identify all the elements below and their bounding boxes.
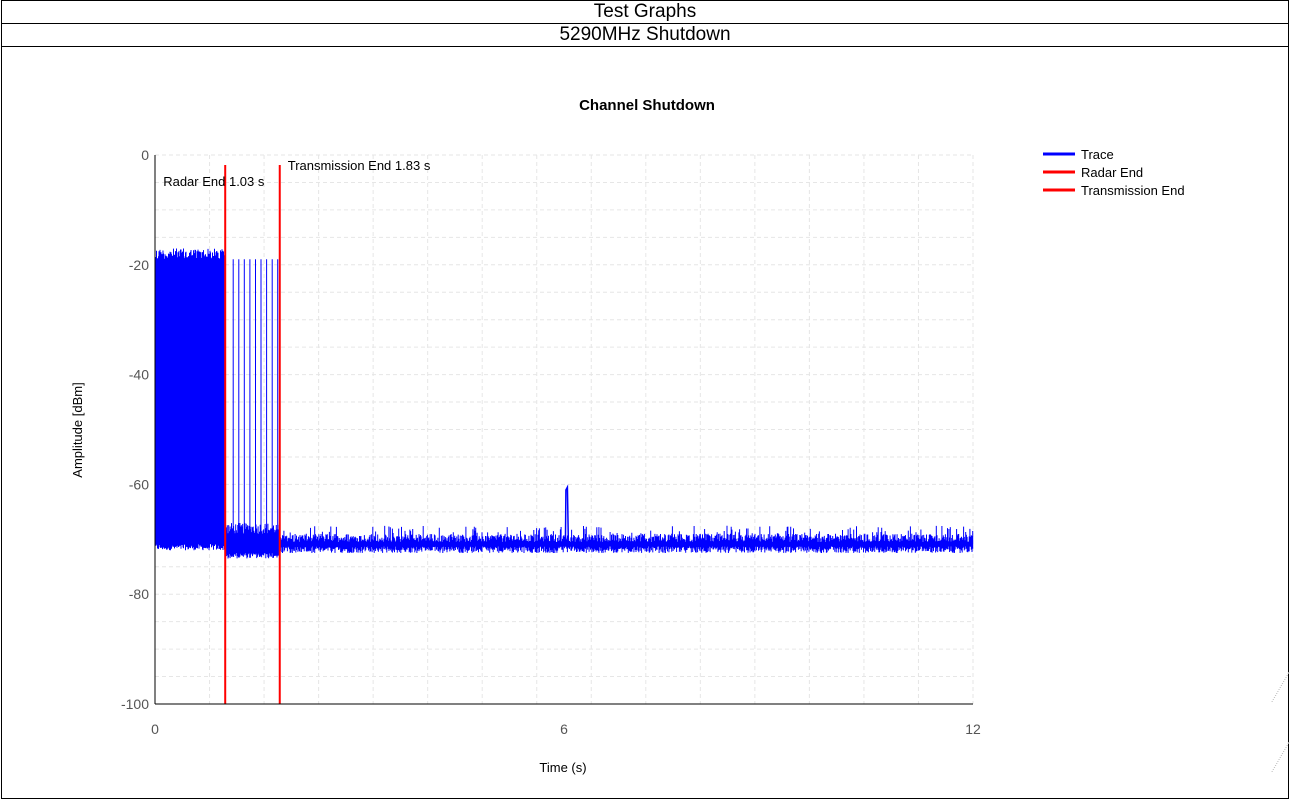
y-tick-label: -40 [129,367,149,383]
chart-legend: Trace Radar End Transmission End [1043,147,1185,198]
annotation-transmission-end: Transmission End 1.83 s [288,158,431,173]
x-tick-label: 0 [151,721,159,737]
y-tick-label: 0 [141,147,149,163]
y-tick-label: -20 [129,257,149,273]
x-axis-label: Time (s) [539,760,586,775]
marker-lines [224,165,281,704]
y-tick-label: -80 [129,586,149,602]
x-tick-label: 12 [965,721,981,737]
plot-grid [154,154,974,705]
legend-label: Trace [1081,147,1114,162]
y-axis-label: Amplitude [dBm] [70,382,85,477]
y-tick-label: -60 [129,476,149,492]
legend-label: Radar End [1081,165,1143,180]
x-tick-label: 6 [560,721,568,737]
trace-spike [564,484,570,545]
report-subtitle: 5290MHz Shutdown [2,24,1288,47]
marker-annotations: Radar End 1.03 s Transmission End 1.83 s [163,158,431,189]
chart-title: Channel Shutdown [579,97,715,114]
report-title: Test Graphs [2,1,1288,24]
plot-axes [154,155,973,705]
annotation-radar-end: Radar End 1.03 s [163,174,265,189]
y-tick-label: -100 [121,696,149,712]
trace-series [154,248,974,559]
legend-label: Transmission End [1081,183,1185,198]
